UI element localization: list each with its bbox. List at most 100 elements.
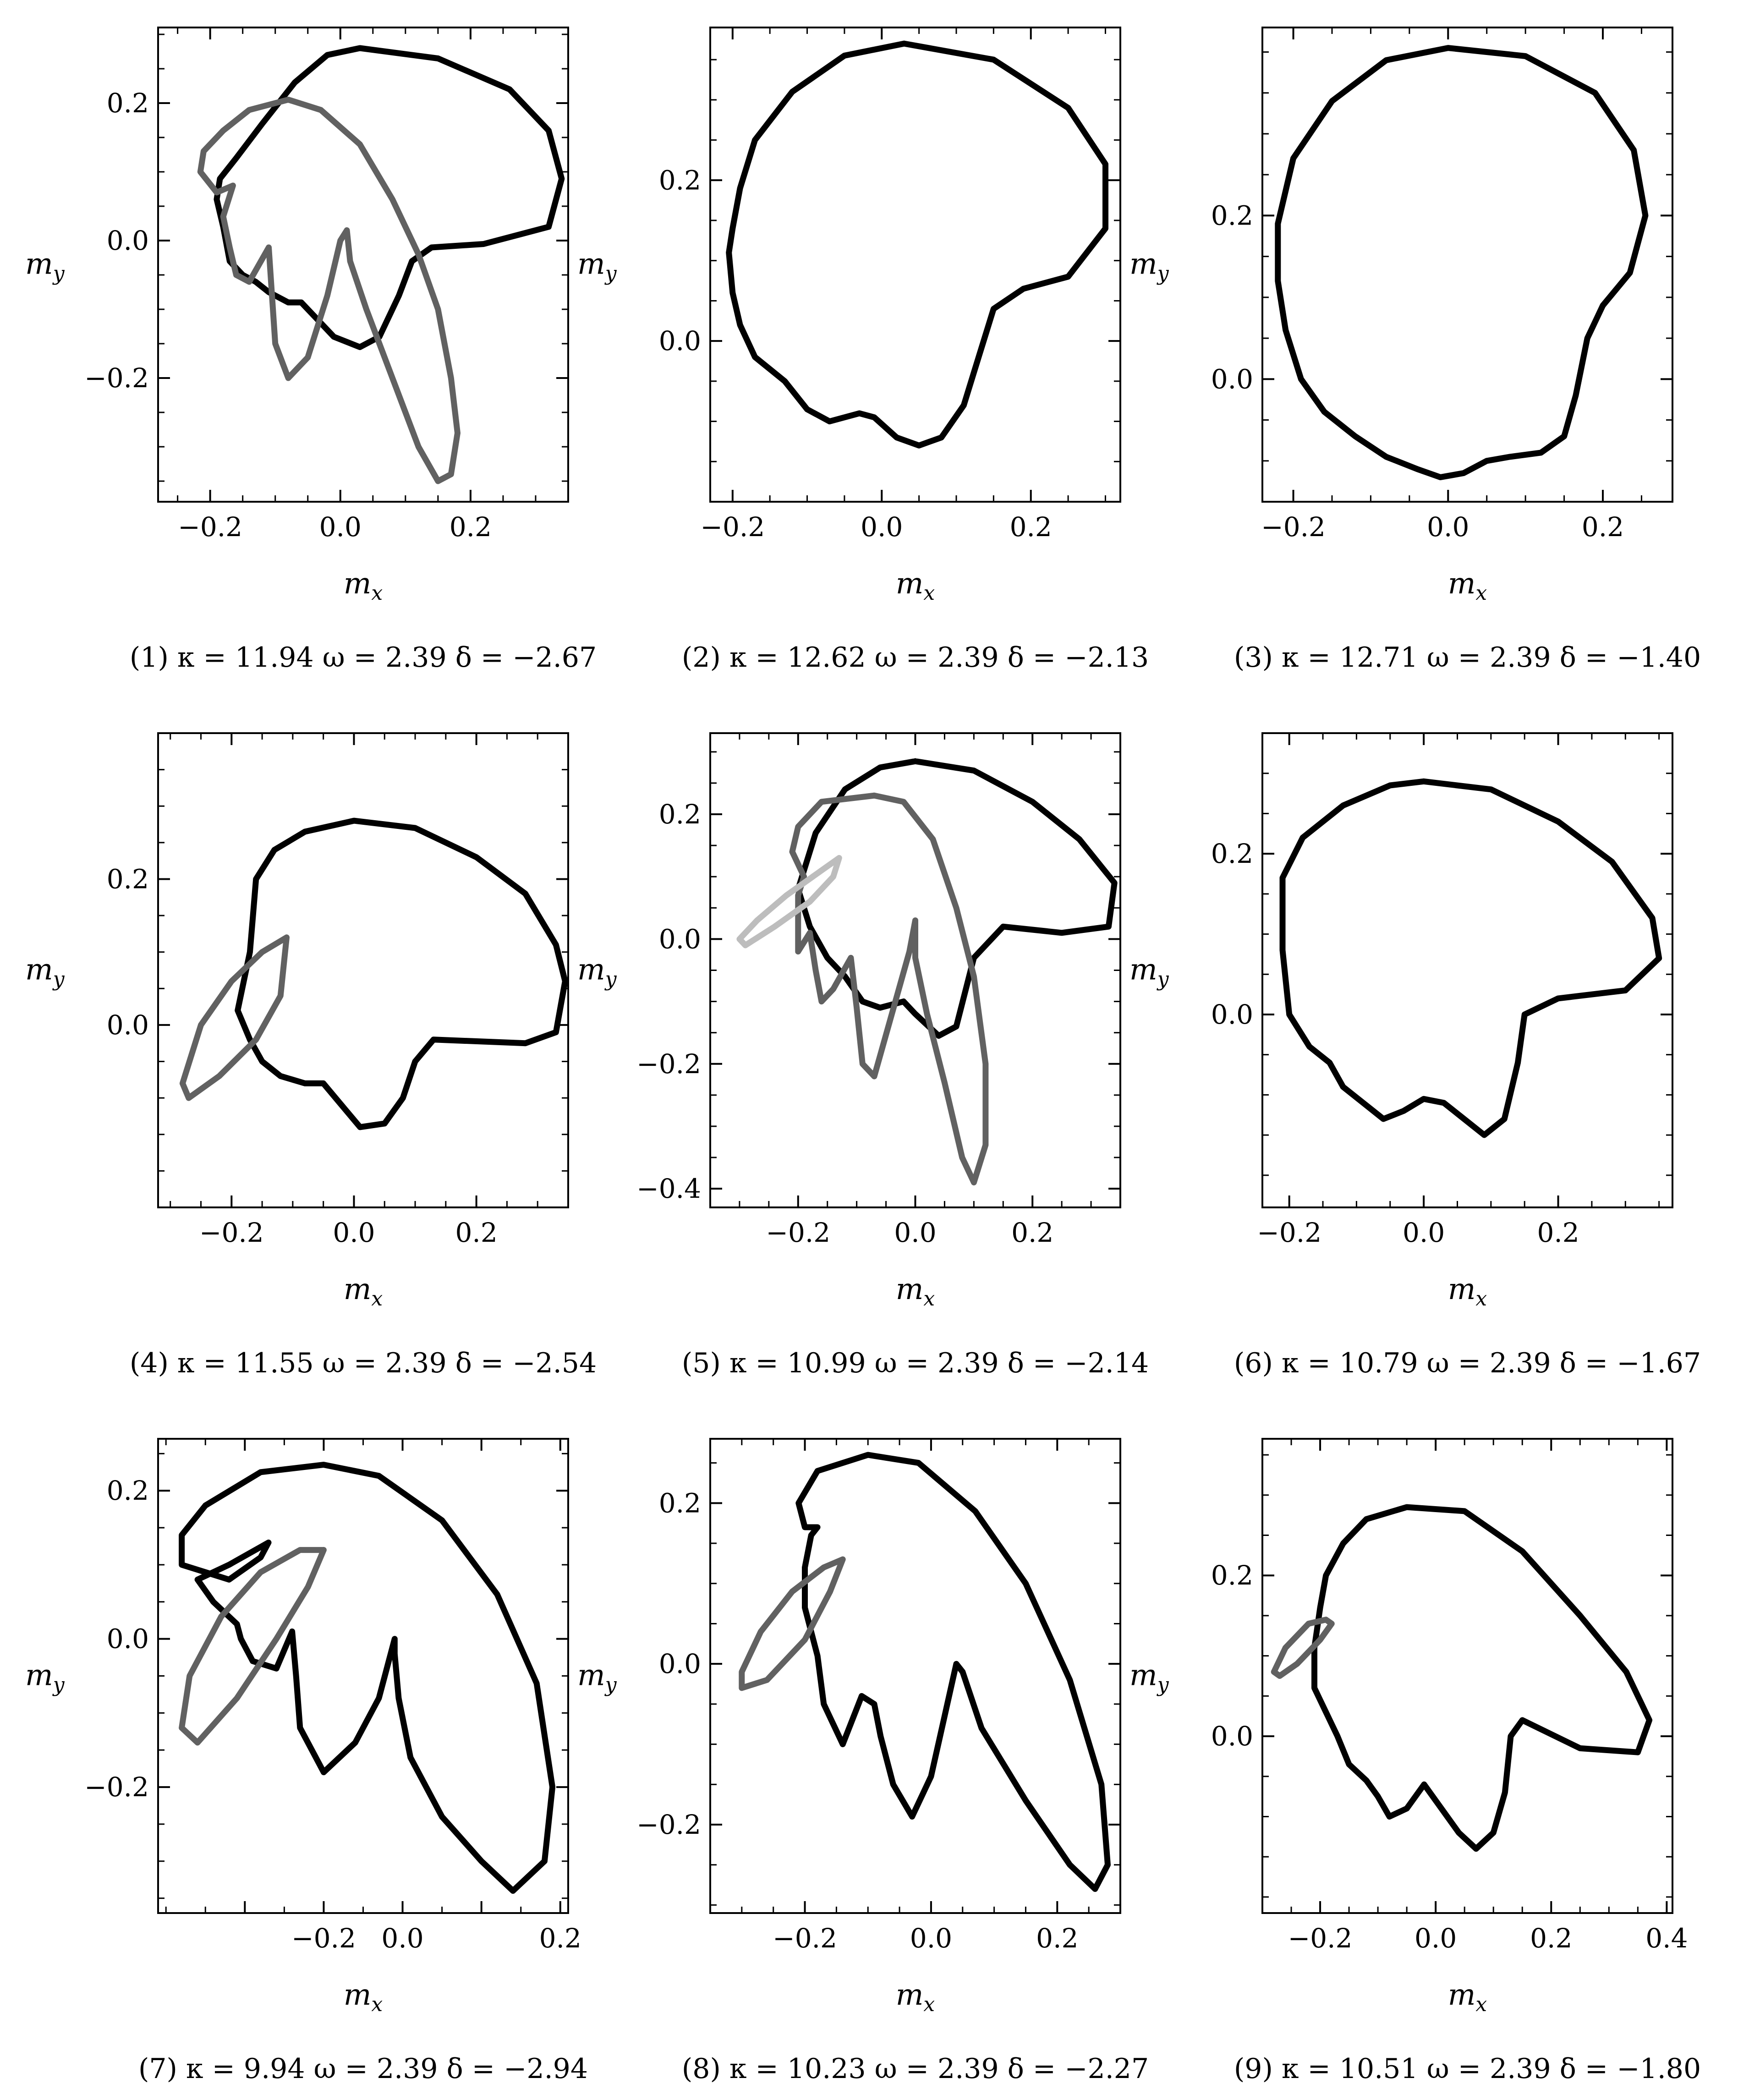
- x-tick-label: 0.2: [450, 511, 492, 543]
- y-tick-label: 0.0: [1211, 1721, 1253, 1752]
- curves: [1275, 45, 1649, 480]
- panel-caption: (5) κ = 10.99 ω = 2.39 δ = −2.14: [682, 1347, 1149, 1379]
- series-line-1: [1279, 778, 1662, 1138]
- plot-frame: [1261, 732, 1673, 1208]
- y-axis-label: my: [577, 1659, 617, 1697]
- x-tick-label: 0.4: [1645, 1923, 1688, 1954]
- x-axis-label: mx: [896, 1978, 935, 2016]
- plot-frame: [157, 1438, 569, 1914]
- x-axis-label: mx: [1448, 1272, 1487, 1310]
- x-tick-label: 0.0: [319, 511, 362, 543]
- y-tick-label: 0.0: [659, 923, 701, 954]
- minor-ticks: [158, 1439, 568, 1913]
- series-line-2: [789, 792, 989, 1185]
- x-axis-subscript: x: [371, 581, 383, 605]
- x-axis-label: mx: [1448, 567, 1487, 605]
- x-tick-label: −0.2: [178, 511, 242, 543]
- y-axis-label: my: [25, 1659, 65, 1697]
- y-tick-label: 0.2: [1211, 1560, 1253, 1591]
- y-axis-subscript: y: [52, 968, 65, 991]
- x-tick-label: −0.2: [291, 1923, 356, 1954]
- plot-frame: [157, 732, 569, 1208]
- y-tick-label: 0.0: [107, 1009, 149, 1041]
- x-tick-label: 0.0: [381, 1923, 423, 1954]
- x-tick-label: 0.0: [1403, 1217, 1445, 1248]
- minor-ticks: [1262, 27, 1672, 502]
- series-line-1: [1275, 45, 1649, 480]
- panel-caption: (4) κ = 11.55 ω = 2.39 δ = −2.54: [130, 1347, 597, 1379]
- y-axis-subscript: y: [1157, 968, 1169, 991]
- minor-ticks: [1262, 732, 1672, 1207]
- chart-panel-4: −0.2 0.0 0.2 0.0 0.2 mx my (4) κ = 11.55 ω = 2.…: [25, 732, 597, 1379]
- y-tick-label: 0.2: [659, 1487, 701, 1519]
- y-tick-label: 0.0: [1211, 999, 1253, 1030]
- series-line-2: [739, 1556, 846, 1691]
- series-line-2: [1271, 1617, 1335, 1679]
- y-tick-label: −0.2: [636, 1809, 701, 1840]
- y-axis-label: my: [577, 953, 617, 991]
- x-tick-label: 0.0: [1415, 1923, 1457, 1954]
- x-axis-subscript: x: [1475, 1993, 1487, 2016]
- y-axis-subscript: y: [1157, 262, 1169, 285]
- y-tick-label: 0.0: [659, 325, 701, 356]
- panel-caption: (1) κ = 11.94 ω = 2.39 δ = −2.67: [130, 642, 597, 674]
- x-tick-label: 0.0: [1427, 511, 1469, 543]
- chart-panel-9: −0.2 0.0 0.2 0.4 0.0 0.2 mx my (9) κ = 10.51 ω =…: [1129, 1438, 1701, 2085]
- y-tick-label: −0.4: [636, 1173, 701, 1204]
- y-tick-label: 0.2: [659, 164, 701, 196]
- x-tick-label: 0.2: [1530, 1923, 1572, 1954]
- series-line-1: [795, 758, 1118, 1039]
- plot-frame: [709, 27, 1121, 503]
- y-axis-label: my: [25, 247, 65, 285]
- y-axis-label: my: [1129, 953, 1169, 991]
- curves: [1279, 778, 1662, 1138]
- x-axis-label: mx: [1448, 1978, 1487, 2016]
- x-tick-label: 0.2: [1036, 1923, 1078, 1954]
- x-axis-subscript: x: [923, 581, 935, 605]
- x-tick-label: −0.2: [773, 1923, 837, 1954]
- x-tick-label: 0.0: [861, 511, 903, 543]
- y-tick-label: 0.2: [107, 1475, 149, 1506]
- x-tick-label: 0.2: [1582, 511, 1624, 543]
- y-axis-subscript: y: [604, 1673, 617, 1697]
- series-line-2: [179, 1547, 327, 1746]
- chart-panel-3: −0.2 0.0 0.2 0.0 0.2 mx my (3) κ = 12.71 ω = 2.…: [1129, 27, 1701, 674]
- panel-caption: (3) κ = 12.71 ω = 2.39 δ = −1.40: [1234, 642, 1701, 674]
- curves: [1271, 1504, 1653, 1852]
- curves: [736, 758, 1118, 1185]
- curves: [726, 40, 1108, 449]
- series-line-2: [197, 97, 461, 484]
- y-tick-label: −0.2: [84, 362, 149, 394]
- y-tick-label: 0.0: [107, 225, 149, 256]
- series-line-1: [179, 1462, 556, 1894]
- x-tick-label: 0.2: [455, 1217, 498, 1248]
- x-axis-label: mx: [896, 567, 935, 605]
- minor-ticks: [158, 27, 569, 502]
- plot-frame: [157, 27, 569, 503]
- y-axis-label: my: [1129, 1659, 1169, 1697]
- x-tick-label: −0.2: [700, 511, 765, 543]
- x-axis-subscript: x: [923, 1287, 935, 1310]
- curves: [179, 817, 568, 1130]
- series-line-2: [179, 934, 290, 1101]
- x-tick-label: 0.2: [1537, 1217, 1579, 1248]
- x-tick-label: 0.0: [333, 1217, 375, 1248]
- plot-frame: [1261, 27, 1673, 503]
- chart-panel-6: −0.2 0.0 0.2 0.0 0.2 mx my (6) κ = 10.79 ω = 2.…: [1129, 732, 1701, 1379]
- series-line-1: [795, 1452, 1111, 1892]
- y-axis-subscript: y: [52, 1673, 65, 1697]
- y-tick-label: 0.2: [1211, 838, 1253, 869]
- y-tick-label: 0.0: [107, 1623, 149, 1655]
- plot-frame: [1261, 1438, 1673, 1914]
- y-tick-label: 0.0: [1211, 363, 1253, 395]
- x-tick-label: −0.2: [1261, 511, 1326, 543]
- x-tick-label: −0.2: [766, 1217, 830, 1248]
- chart-panel-5: −0.2 0.0 0.2 −0.4 −0.2 0.0 0.2 mx my (5) κ = 10.9…: [577, 732, 1149, 1379]
- panel-caption: (9) κ = 10.51 ω = 2.39 δ = −1.80: [1234, 2053, 1701, 2085]
- y-axis-subscript: y: [604, 968, 617, 991]
- y-tick-label: −0.2: [636, 1048, 701, 1080]
- x-axis-label: mx: [344, 567, 383, 605]
- x-tick-label: 0.2: [539, 1923, 581, 1954]
- y-tick-label: 0.2: [659, 799, 701, 830]
